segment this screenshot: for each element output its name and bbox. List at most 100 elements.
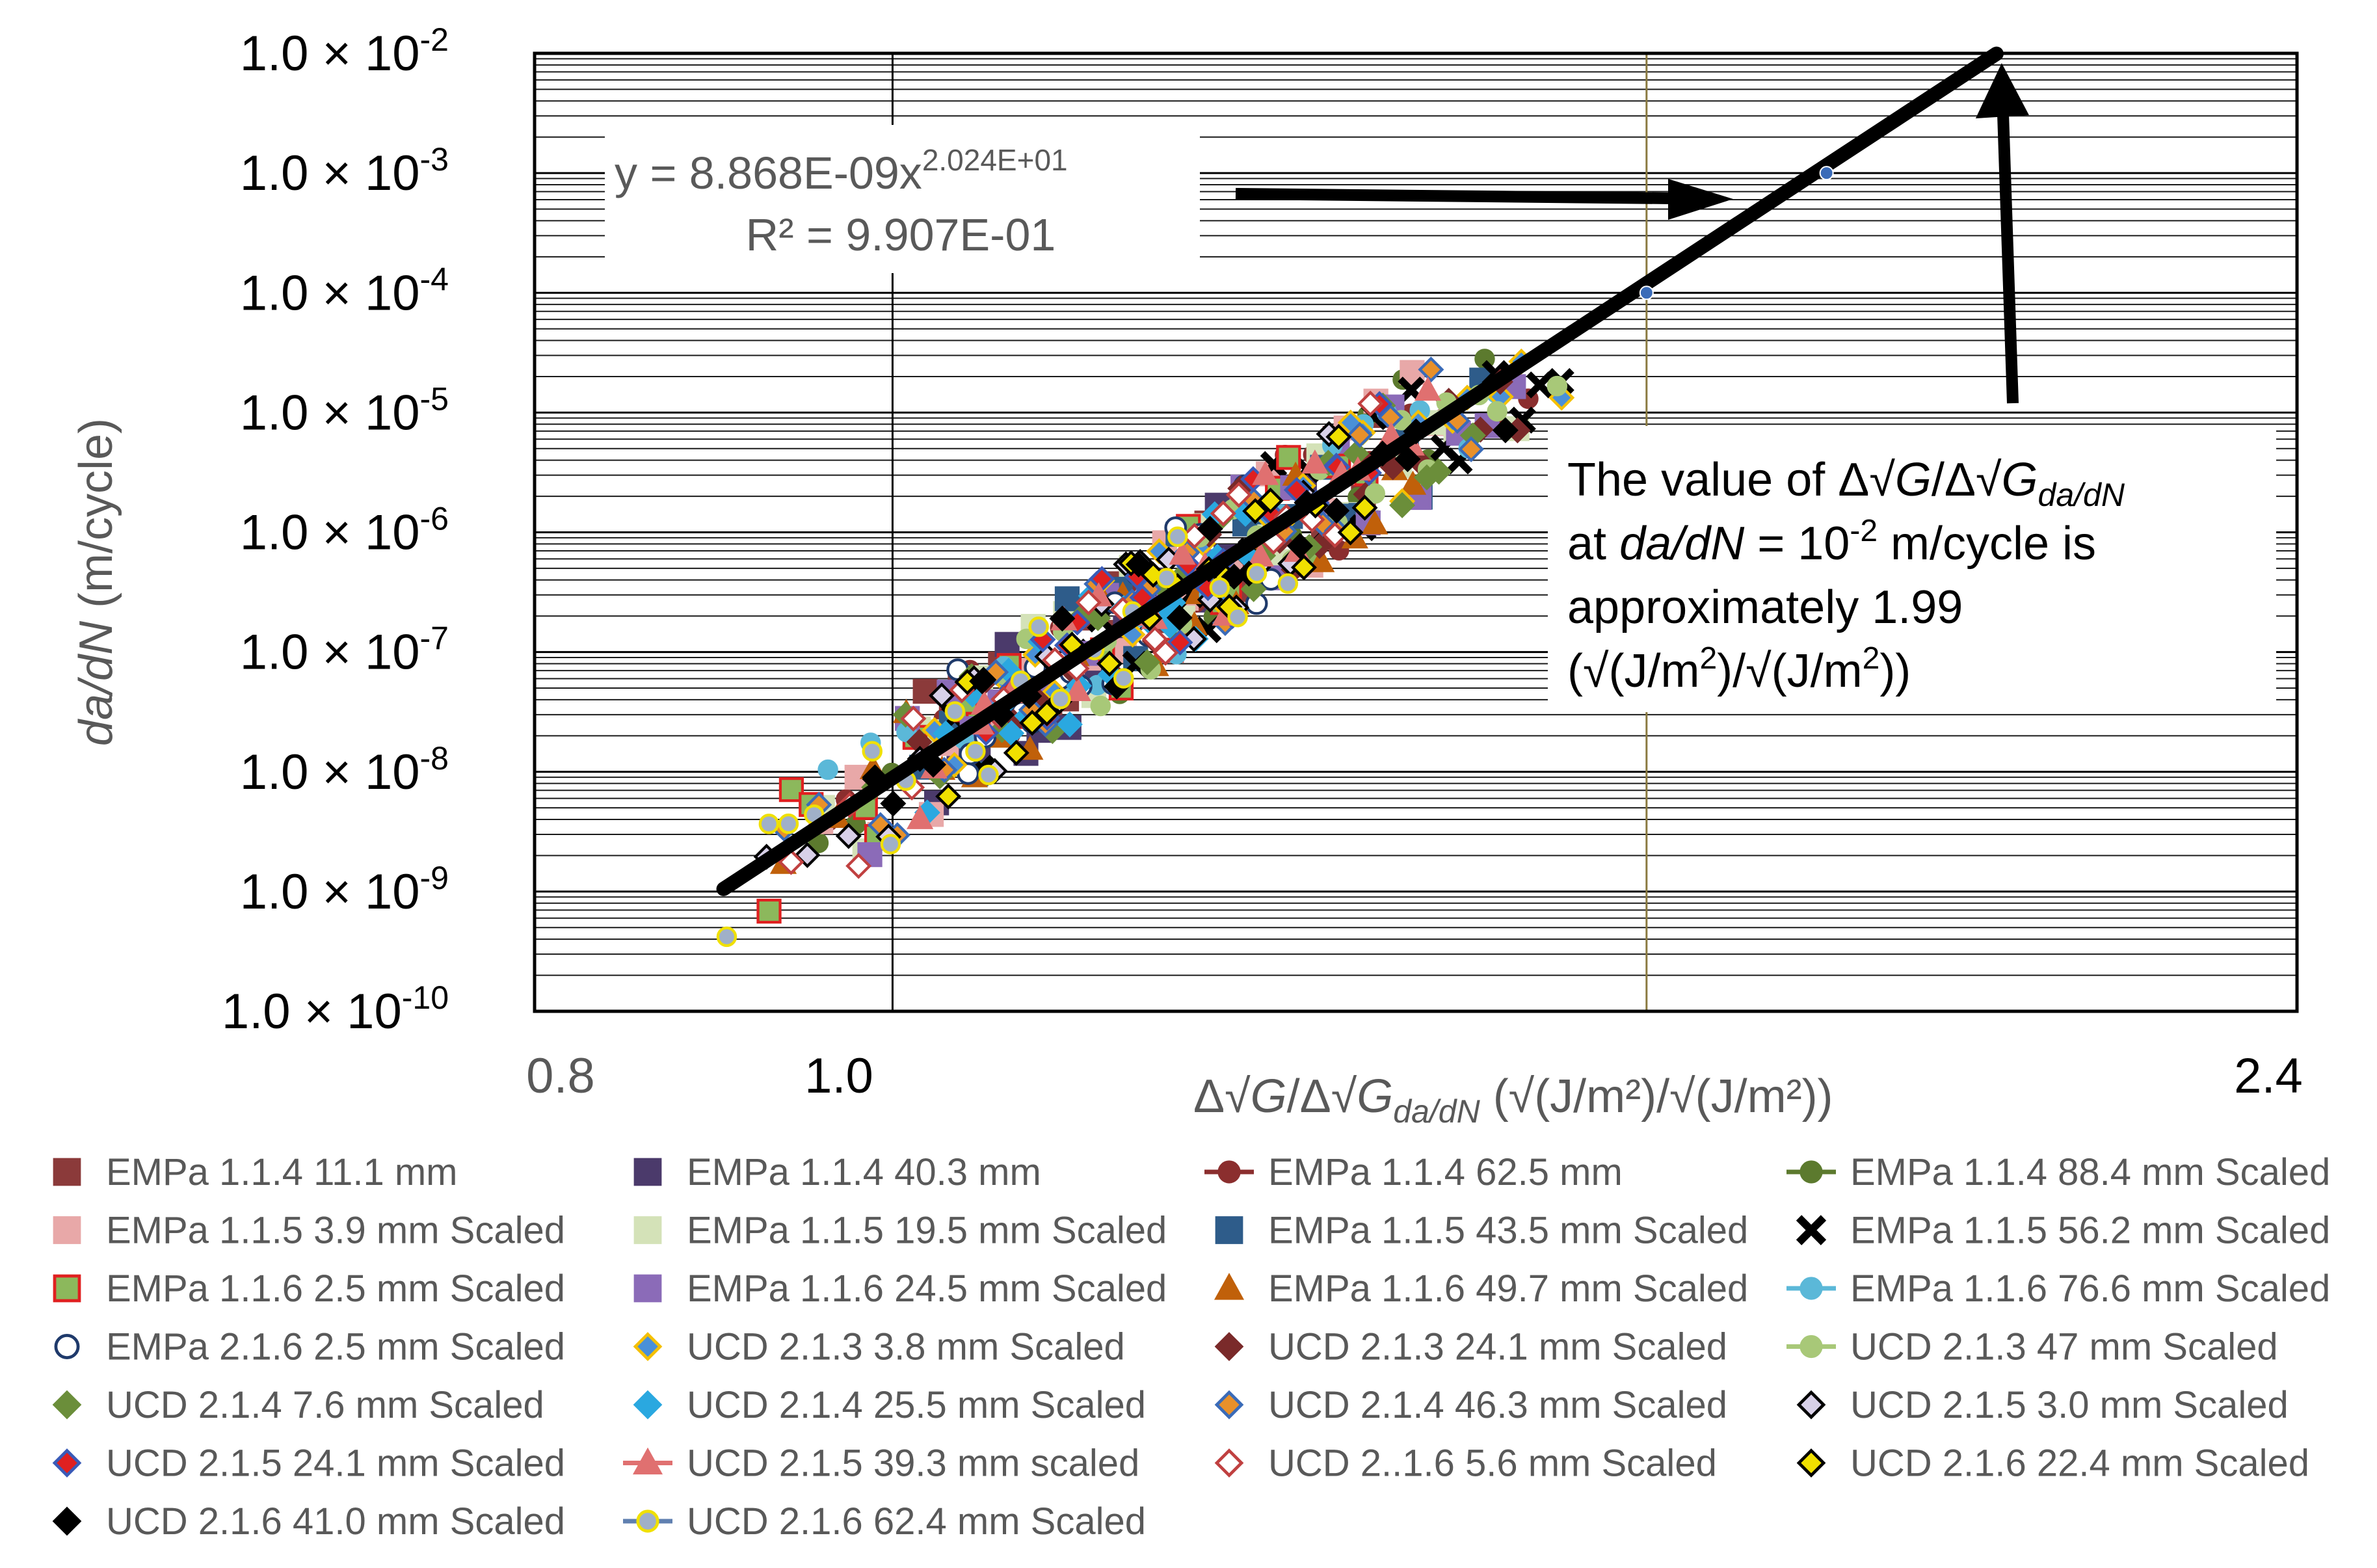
annotation-arrow-head [1975, 63, 2029, 118]
legend-label: EMPa 1.1.6 24.5 mm Scaled [687, 1268, 1167, 1310]
legend-entry: EMPa 1.1.5 19.5 mm Scaled [633, 1210, 1167, 1252]
legend-label: EMPa 1.1.5 3.9 mm Scaled [106, 1210, 565, 1252]
legend-marker [1799, 1160, 1823, 1184]
data-point [1242, 498, 1269, 524]
data-point [1414, 377, 1442, 401]
data-point [944, 701, 966, 722]
annotation-arrow-shaft [1997, 111, 2019, 404]
legend-marker [1214, 1332, 1244, 1361]
legend-marker [52, 1506, 82, 1536]
data-point [1028, 616, 1049, 637]
fit-r-squared: R² = 9.907E-01 [746, 209, 1056, 260]
data-point [1325, 423, 1352, 450]
legend-marker [1214, 1273, 1245, 1300]
legend-label: UCD 2.1.4 7.6 mm Scaled [106, 1384, 544, 1426]
data-point [1049, 605, 1076, 632]
legend-marker [53, 1274, 81, 1303]
data-point [906, 804, 934, 829]
annotation-line-2: at da/dN = 10-2 m/cycle is [1567, 514, 2096, 570]
legend-label: UCD 2.1.5 24.1 mm Scaled [106, 1442, 565, 1485]
y-tick-label: 1.0 × 10-4 [240, 261, 449, 321]
legend-marker [1215, 1216, 1243, 1244]
fit-extension-point [1819, 166, 1834, 181]
legend-marker [52, 1448, 82, 1478]
legend-label: UCD 2.1.6 22.4 mm Scaled [1850, 1442, 2309, 1485]
legend-marker [632, 1447, 663, 1475]
plot-area-frame [533, 51, 2299, 1013]
data-point [1389, 492, 1416, 518]
data-point [1209, 577, 1230, 598]
y-tick-label: 1.0 × 10-8 [240, 740, 449, 800]
data-point [1141, 626, 1168, 652]
annotation-arrows [1235, 63, 2029, 404]
data-point [1169, 540, 1196, 565]
legend-marker [633, 1390, 663, 1420]
data-point [1487, 401, 1507, 422]
fit-extension-point [1639, 286, 1654, 300]
y-axis-tick-labels: 1.0 × 10-2 1.0 × 10-3 1.0 × 10-4 1.0 × 10-5… [222, 21, 449, 1039]
data-point [900, 706, 927, 732]
legend-marker [633, 1158, 662, 1186]
data-point [1351, 494, 1378, 521]
legend-marker [1796, 1448, 1826, 1478]
legend-marker [54, 1334, 80, 1359]
data-point [1056, 711, 1083, 737]
legend-entry: EMPa 1.1.6 2.5 mm Scaled [53, 1268, 565, 1310]
legend-label: UCD 2..1.6 5.6 mm Scaled [1268, 1442, 1717, 1485]
legend-entry: UCD 2.1.5 3.0 mm Scaled [1796, 1384, 2289, 1426]
legend-label: UCD 2.1.5 3.0 mm Scaled [1850, 1384, 2289, 1426]
data-point [1323, 498, 1350, 524]
data-point [1134, 649, 1160, 676]
data-point [1167, 629, 1193, 656]
annotation-line-4: (√(J/m2)/√(J/m2)) [1567, 641, 1911, 697]
data-point [1075, 589, 1102, 616]
data-point [965, 741, 986, 762]
data-point [1019, 710, 1046, 736]
legend-label: UCD 2.1.4 46.3 mm Scaled [1268, 1384, 1727, 1426]
y-tick-label: 1.0 × 10-5 [240, 380, 449, 440]
legend-entry: EMPa 1.1.5 56.2 mm Scaled [1796, 1210, 2330, 1252]
data-point [1210, 500, 1236, 527]
y-tick-label: 1.0 × 10-6 [240, 501, 449, 561]
data-point [1152, 639, 1179, 666]
legend-marker [1796, 1215, 1827, 1245]
data-point [1290, 554, 1317, 581]
legend-entry: UCD 2.1.5 39.3 mm scaled [623, 1442, 1139, 1485]
legend-entry: EMPa 1.1.4 88.4 mm Scaled [1786, 1151, 2330, 1193]
legend-marker [636, 1509, 659, 1533]
legend-label: UCD 2.1.6 62.4 mm Scaled [687, 1500, 1146, 1543]
fit-line [716, 46, 2004, 896]
data-point [994, 631, 1020, 657]
power-law-fit [716, 46, 2004, 896]
legend-entry: UCD 2.1.5 24.1 mm Scaled [52, 1442, 565, 1485]
legend-label: UCD 2.1.3 24.1 mm Scaled [1268, 1326, 1727, 1368]
data-point [1156, 568, 1177, 589]
equation-arrow-head [1668, 179, 1733, 220]
legend-label: EMPa 1.1.5 56.2 mm Scaled [1850, 1210, 2330, 1252]
x-tick-label: 1.0 [804, 1048, 873, 1104]
legend-label: EMPa 1.1.4 88.4 mm Scaled [1850, 1151, 2330, 1193]
legend-entry: UCD 2.1.6 62.4 mm Scaled [623, 1500, 1146, 1543]
fit-equation: y = 8.868E-09x2.024E+01 [615, 143, 1068, 198]
legend-marker [1799, 1277, 1823, 1300]
data-point [1418, 356, 1444, 383]
legend-entry: UCD 2.1.3 24.1 mm Scaled [1214, 1326, 1727, 1368]
data-point [1364, 483, 1385, 504]
legend-entry: UCD 2.1.4 46.3 mm Scaled [1214, 1384, 1727, 1426]
data-point [1090, 695, 1111, 717]
data-point [1054, 586, 1080, 611]
data-point [998, 720, 1025, 747]
legend-entry: UCD 2.1.4 25.5 mm Scaled [633, 1384, 1146, 1426]
data-point [970, 667, 997, 693]
legend-entry: UCD 2..1.6 5.6 mm Scaled [1214, 1442, 1717, 1485]
legend-marker [52, 1390, 82, 1420]
legend-marker [633, 1216, 662, 1244]
data-point [758, 814, 780, 834]
data-point [1492, 417, 1519, 444]
legend-entry: EMPa 1.1.4 11.1 mm [53, 1151, 458, 1193]
data-point [1357, 390, 1384, 417]
y-tick-label: 1.0 × 10-7 [240, 620, 449, 680]
data-point [1113, 668, 1134, 689]
legend-entry: UCD 2.1.4 7.6 mm Scaled [52, 1384, 544, 1426]
